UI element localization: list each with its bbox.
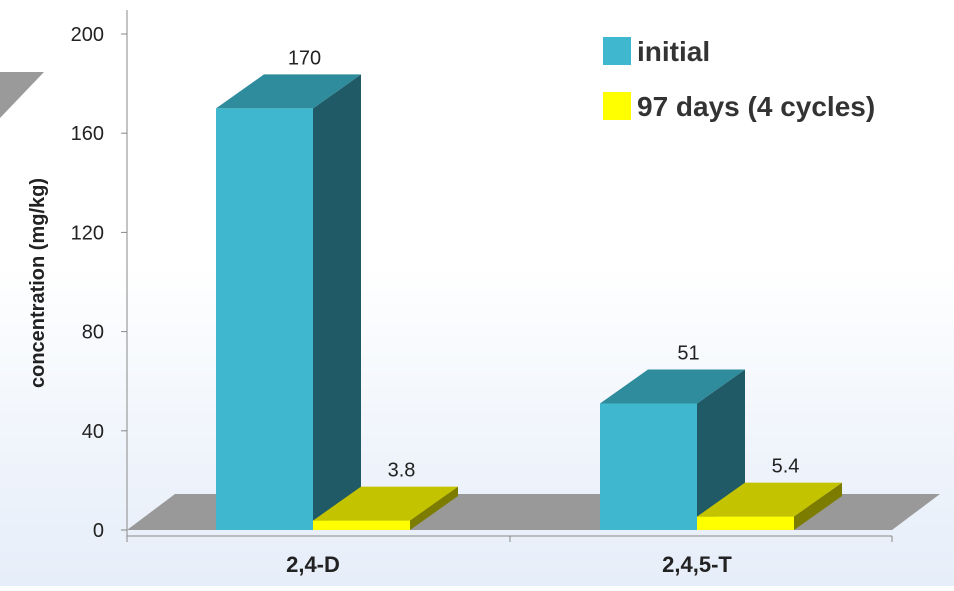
data-label: 3.8 bbox=[388, 460, 416, 482]
bar-side-face bbox=[794, 482, 842, 530]
axes-layer: 0 40 80 120 160 200 concentration (mg/kg) bbox=[27, 10, 893, 542]
legend-swatch bbox=[603, 92, 631, 120]
bar-top-face bbox=[697, 482, 842, 517]
bar-front-face bbox=[313, 520, 410, 530]
y-tick-label: 200 bbox=[71, 24, 104, 46]
legend: initial 97 days (4 cycles) bbox=[603, 36, 875, 122]
legend-label: initial bbox=[637, 36, 710, 67]
y-tick-label: 40 bbox=[82, 421, 104, 443]
bar-front-face bbox=[216, 108, 313, 531]
legend-swatch bbox=[603, 37, 631, 65]
bar-front-face bbox=[697, 516, 794, 530]
bars-layer bbox=[216, 74, 842, 531]
y-tick-label: 0 bbox=[93, 520, 104, 542]
bar-top-face bbox=[313, 486, 458, 521]
data-label: 51 bbox=[677, 343, 699, 365]
x-tick-label: 2,4,5-T bbox=[662, 552, 732, 577]
bar-top-face bbox=[600, 369, 745, 404]
bar-initial bbox=[216, 74, 361, 531]
y-tick-label: 80 bbox=[82, 322, 104, 344]
bar-side-face bbox=[313, 74, 361, 531]
y-axis-title: concentration (mg/kg) bbox=[27, 178, 49, 388]
bar-top-face bbox=[216, 74, 361, 109]
bar-initial bbox=[600, 369, 745, 530]
y-tick-label: 120 bbox=[71, 222, 104, 244]
x-tick-label: 2,4-D bbox=[286, 552, 340, 577]
decor-wedge bbox=[0, 72, 44, 118]
bar-97-days-4-cycles- bbox=[697, 482, 842, 530]
bar-front-face bbox=[600, 403, 697, 530]
data-label: 170 bbox=[288, 47, 321, 69]
labels-layer: 170 3.8 2,4-D 51 5.4 2,4,5-T bbox=[286, 47, 799, 577]
y-tick-label: 160 bbox=[71, 123, 104, 145]
bar-side-face bbox=[410, 486, 458, 530]
data-label: 5.4 bbox=[772, 456, 800, 478]
bar-side-face bbox=[697, 369, 745, 530]
legend-label: 97 days (4 cycles) bbox=[637, 91, 875, 122]
decor-layer bbox=[0, 72, 44, 118]
bar-97-days-4-cycles- bbox=[313, 486, 458, 530]
